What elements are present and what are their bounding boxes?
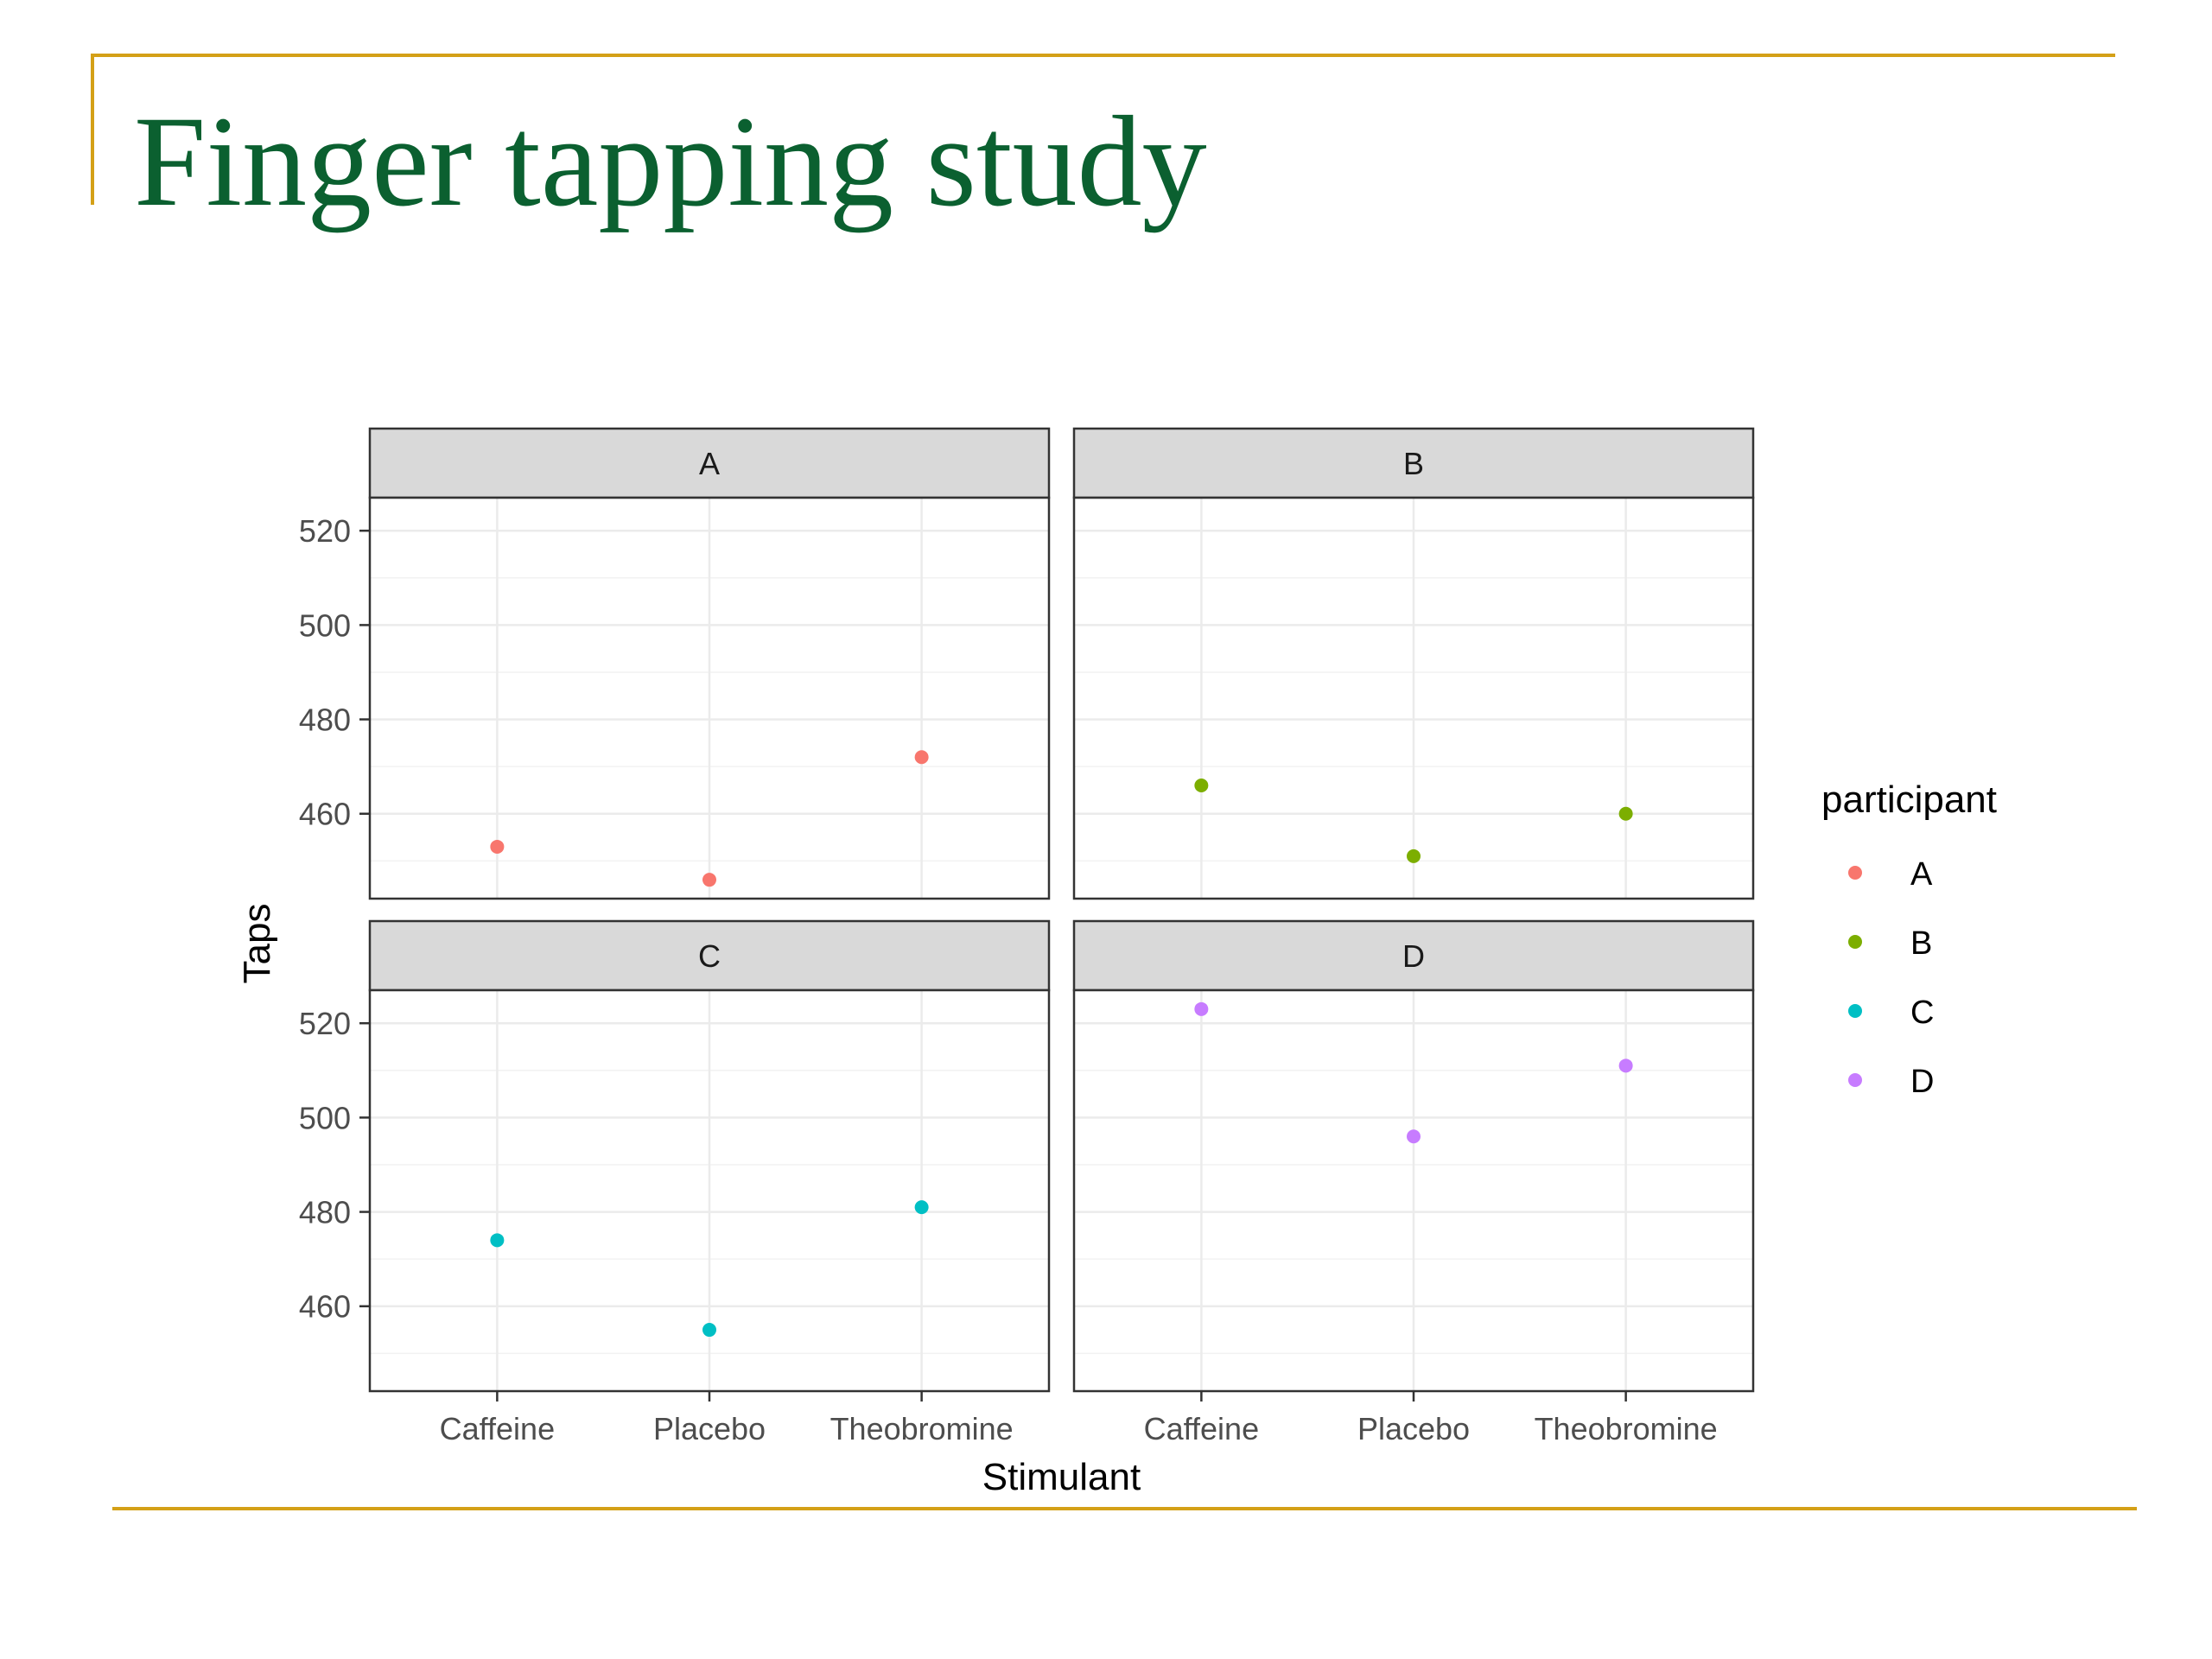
data-point-B-caffeine bbox=[1194, 778, 1209, 792]
data-point-C-caffeine bbox=[490, 1233, 505, 1248]
x-tick-label: Theobromine bbox=[830, 1411, 1014, 1446]
facet-strip-label: D bbox=[1402, 938, 1425, 974]
legend-key-A bbox=[1848, 866, 1862, 880]
facet-panel-D: D Caffeine Placebo Theobromine bbox=[1072, 919, 1755, 1446]
legend-title: participant bbox=[1821, 779, 1997, 821]
facet-strip-label: B bbox=[1403, 446, 1424, 481]
facet-strip bbox=[368, 919, 1051, 992]
facet-strip bbox=[368, 427, 1051, 499]
legend-key-B bbox=[1848, 935, 1862, 949]
y-tick-label: 520 bbox=[299, 1006, 351, 1041]
panel-border bbox=[1072, 496, 1755, 900]
facet-strip bbox=[1072, 427, 1755, 499]
data-point-C-theobromine bbox=[914, 1200, 929, 1215]
x-tick-label: Caffeine bbox=[440, 1411, 555, 1446]
data-point-A-placebo bbox=[702, 873, 716, 887]
facet-strip-label: C bbox=[698, 938, 721, 974]
y-tick-label: 480 bbox=[299, 1195, 351, 1230]
data-point-C-placebo bbox=[702, 1323, 716, 1338]
data-point-D-placebo bbox=[1407, 1129, 1421, 1144]
facet-panel-C: C 460 480 500 520 Caffeine Placebo Theobromine bbox=[299, 919, 1051, 1446]
bottom-rule bbox=[112, 1507, 2137, 1510]
legend-label: D bbox=[1910, 1064, 1934, 1100]
legend-key-C bbox=[1848, 1004, 1862, 1018]
facet-strip bbox=[1072, 919, 1755, 992]
y-tick-label: 520 bbox=[299, 513, 351, 549]
facet-strip-label: A bbox=[699, 446, 720, 481]
y-tick-label: 460 bbox=[299, 1289, 351, 1325]
legend-key-D bbox=[1848, 1073, 1862, 1087]
y-tick-label: 460 bbox=[299, 797, 351, 832]
data-point-A-caffeine bbox=[490, 839, 505, 854]
facet-panel-A: A 460 480 500 520 bbox=[299, 427, 1051, 900]
y-tick-label: 500 bbox=[299, 1100, 351, 1135]
top-rule-vertical bbox=[91, 54, 94, 205]
data-point-A-theobromine bbox=[914, 750, 929, 765]
data-point-B-theobromine bbox=[1618, 806, 1633, 821]
legend-label: A bbox=[1910, 856, 1933, 893]
data-point-B-placebo bbox=[1407, 849, 1421, 863]
x-axis-title: Stimulant bbox=[982, 1456, 1141, 1498]
y-tick-label: 480 bbox=[299, 702, 351, 738]
x-tick-label: Caffeine bbox=[1144, 1411, 1259, 1446]
top-rule bbox=[91, 54, 2115, 57]
slide-title: Finger tapping study bbox=[134, 90, 1207, 233]
y-axis-title: Taps bbox=[236, 904, 278, 984]
legend-label: C bbox=[1910, 995, 1934, 1031]
data-point-D-theobromine bbox=[1618, 1058, 1633, 1073]
x-tick-label: Theobromine bbox=[1535, 1411, 1718, 1446]
x-tick-label: Placebo bbox=[653, 1411, 766, 1446]
facet-panel-B: B bbox=[1072, 427, 1755, 900]
x-tick-label: Placebo bbox=[1357, 1411, 1470, 1446]
panel-border bbox=[368, 496, 1051, 900]
legend-label: B bbox=[1910, 925, 1932, 962]
y-tick-label: 500 bbox=[299, 607, 351, 643]
data-point-D-caffeine bbox=[1194, 1001, 1209, 1016]
